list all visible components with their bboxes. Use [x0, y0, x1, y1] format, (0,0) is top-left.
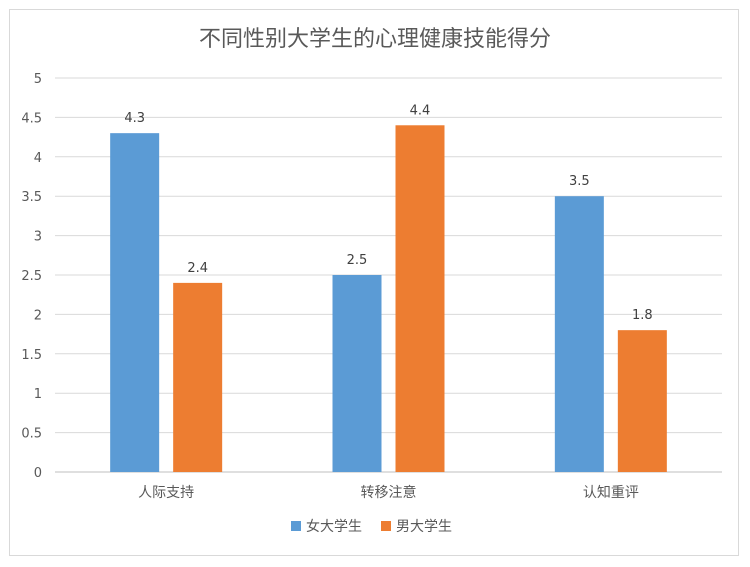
y-tick-label: 0.5 [21, 427, 42, 442]
bar [554, 196, 604, 472]
data-label: 3.5 [569, 174, 590, 189]
y-tick-label: 3.5 [21, 190, 42, 205]
data-label: 2.5 [347, 253, 368, 268]
legend-label: 男大学生 [396, 519, 452, 535]
y-axis-ticks: 0 0.5 1 1.5 2 2.5 3 3.5 4 4.5 5 [21, 72, 42, 481]
y-tick-label: 5 [34, 72, 42, 87]
y-tick-label: 2 [34, 308, 42, 323]
y-tick-label: 4.5 [21, 111, 42, 126]
bar [173, 282, 223, 472]
legend: 女大学生 男大学生 [291, 518, 452, 535]
y-tick-label: 1.5 [21, 348, 42, 363]
x-axis-categories: 人际支持 转移注意 认知重评 [138, 484, 639, 501]
bars [110, 125, 667, 472]
x-category-label: 人际支持 [138, 485, 194, 501]
chart-title: 不同性别大学生的心理健康技能得分 [199, 27, 551, 52]
bar [332, 275, 382, 472]
data-label: 2.4 [187, 261, 208, 276]
legend-label: 女大学生 [306, 518, 362, 535]
data-label: 4.4 [410, 103, 431, 118]
y-tick-label: 0 [34, 466, 42, 481]
y-tick-label: 2.5 [21, 269, 42, 284]
bar [395, 125, 445, 472]
bar [110, 133, 160, 472]
legend-swatch [381, 521, 391, 531]
gridlines [55, 77, 722, 473]
y-tick-label: 3 [34, 230, 42, 245]
y-tick-label: 1 [34, 387, 42, 402]
x-category-label: 转移注意 [361, 484, 417, 501]
y-tick-label: 4 [34, 151, 42, 166]
data-label: 4.3 [124, 111, 145, 126]
data-label: 1.8 [632, 308, 653, 323]
x-category-label: 认知重评 [583, 484, 639, 501]
data-labels: 4.3 2.4 2.5 4.4 3.5 1.8 [124, 103, 652, 323]
bar [617, 330, 667, 472]
legend-swatch [291, 521, 301, 531]
